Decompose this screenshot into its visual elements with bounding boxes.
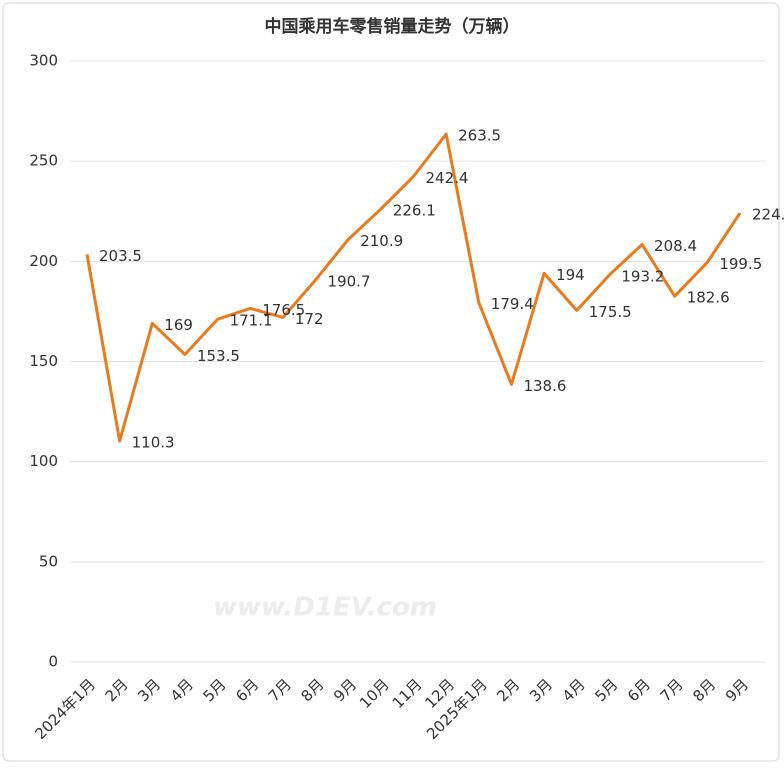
y-tick-label: 0 xyxy=(48,653,58,671)
data-label: 203.5 xyxy=(99,247,142,265)
y-tick-label: 250 xyxy=(29,152,58,170)
y-tick-label: 100 xyxy=(29,452,58,470)
watermark: www.D1EV.com xyxy=(213,593,437,623)
y-tick-label: 150 xyxy=(29,352,58,370)
data-label: 208.4 xyxy=(654,237,697,255)
data-label: 169 xyxy=(164,316,193,334)
data-label: 194 xyxy=(556,266,585,284)
data-label: 224.1 xyxy=(752,206,784,224)
data-label: 138.6 xyxy=(523,377,566,395)
data-label: 226.1 xyxy=(393,202,436,220)
data-label: 171.1 xyxy=(230,312,273,330)
data-label: 153.5 xyxy=(197,347,240,365)
chart-title: 中国乘用车零售销量走势（万辆） xyxy=(265,16,520,37)
data-label: 179.4 xyxy=(491,295,534,313)
y-tick-label: 200 xyxy=(29,252,58,270)
data-label: 242.4 xyxy=(426,169,469,187)
y-tick-label: 300 xyxy=(29,52,58,70)
line-series xyxy=(85,132,742,443)
data-label: 176.5 xyxy=(262,301,305,319)
data-label: 263.5 xyxy=(458,127,501,145)
data-label: 182.6 xyxy=(687,289,730,307)
data-label: 210.9 xyxy=(360,232,403,250)
data-label: 193.2 xyxy=(621,267,664,285)
y-tick-label: 50 xyxy=(39,552,58,570)
data-label: 199.5 xyxy=(719,255,762,273)
data-label: 110.3 xyxy=(132,434,175,452)
data-label: 190.7 xyxy=(328,272,371,290)
data-label: 172 xyxy=(295,310,324,328)
data-label: 175.5 xyxy=(589,303,632,321)
